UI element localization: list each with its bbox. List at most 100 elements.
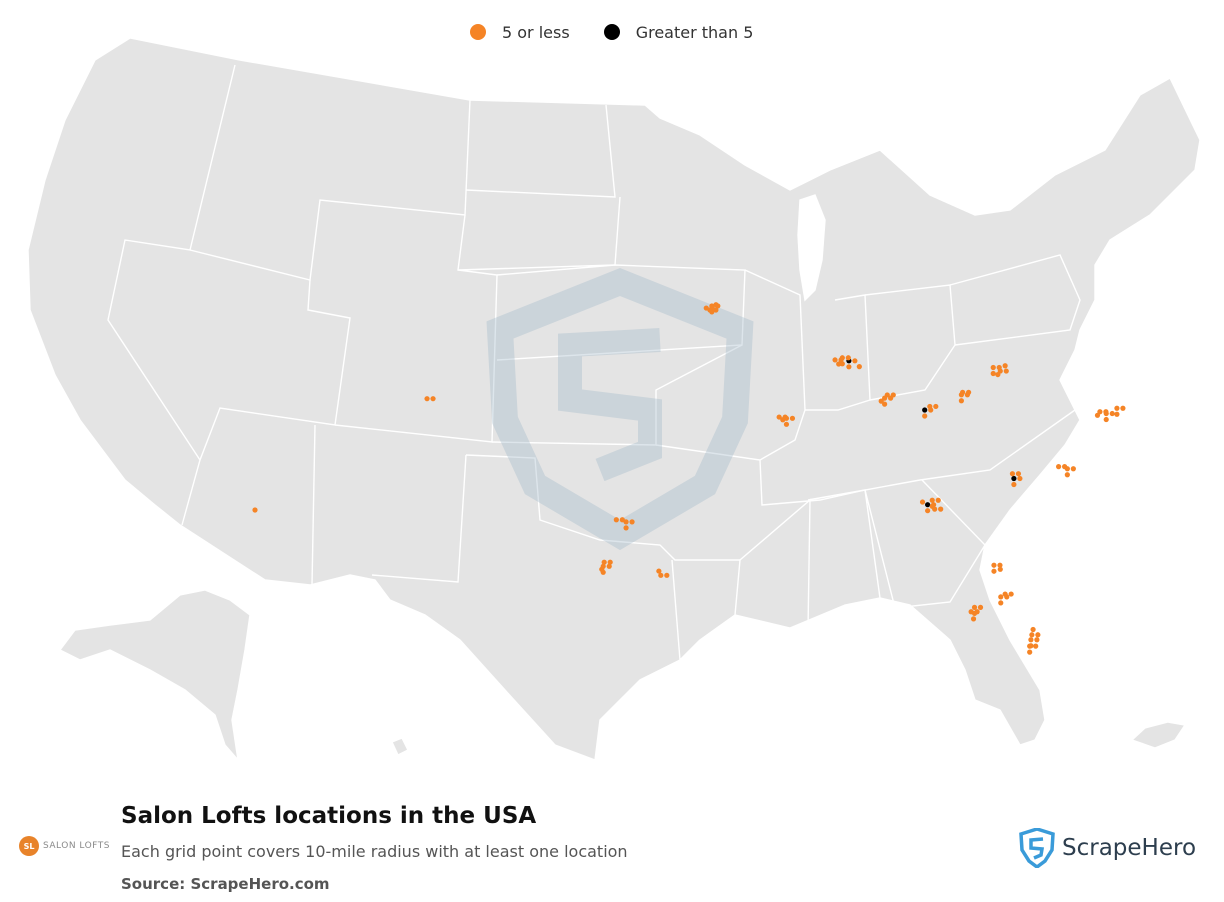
location-point [780,417,786,423]
location-point [922,413,928,419]
contiguous-us-shape [27,37,1201,761]
location-point [998,594,1004,600]
map-title: Salon Lofts locations in the USA [121,803,537,829]
scrapehero-shield-icon [1019,828,1055,868]
location-point [789,415,796,421]
location-point [852,358,858,364]
location-point [878,398,884,404]
hawaii-island [391,737,409,756]
location-point [832,357,838,363]
legend-item-greater-than-5: Greater than 5 [603,22,754,42]
location-point [856,364,862,370]
location-point [1027,643,1033,649]
legend-label: Greater than 5 [635,22,754,42]
location-point [929,497,935,503]
scrapehero-watermark-icon [486,267,754,551]
location-point [927,403,933,410]
black-dot-icon [603,24,620,40]
salon-lofts-logo-text: SALON LOFTS [43,841,110,851]
location-point [960,389,966,395]
location-point [995,371,1001,378]
location-point [998,600,1004,606]
location-point [619,517,625,523]
location-point [971,604,978,610]
location-point [991,568,997,574]
location-point [938,506,944,512]
location-point [1062,464,1068,470]
location-point [1029,632,1035,638]
location-point [882,401,888,407]
location-point [1033,643,1039,649]
location-point [925,508,931,514]
legend-item-5-or-less: 5 or less [470,23,570,42]
location-point [1056,464,1062,470]
location-point [970,616,977,622]
orange-dot-icon [470,24,486,40]
location-point [997,562,1003,568]
location-point [1027,649,1033,655]
scrapehero-wordmark: ScrapeHero [1062,835,1197,861]
location-point-large [922,407,928,413]
location-point [707,307,713,313]
location-point [836,361,842,367]
location-point-large [925,502,931,508]
location-point [846,364,852,370]
location-points [252,302,1126,655]
location-point [658,572,664,578]
location-point [1064,472,1070,478]
location-point [1120,405,1126,411]
legend: 5 or less Greater than 5 [470,20,787,44]
location-point [968,609,974,615]
location-point [713,302,719,308]
location-point [1003,368,1009,374]
location-point [932,506,938,512]
location-point [606,563,612,569]
location-point [997,566,1003,572]
location-point [977,604,984,610]
location-point [990,370,996,377]
location-point [1009,471,1016,477]
salon-lofts-logo: SL SALON LOFTS [19,836,110,856]
hawaii-shape [1130,721,1187,749]
location-point [424,396,430,402]
location-point [974,609,980,615]
location-point [1002,363,1008,369]
location-point [935,497,941,503]
location-point [1114,405,1120,411]
scrapehero-logo: ScrapeHero [1018,828,1196,868]
location-point [713,307,719,313]
location-point [933,403,939,410]
location-point [990,364,996,371]
location-point [1035,632,1041,638]
location-point [838,357,844,363]
location-point [252,507,258,513]
location-point [845,355,851,361]
location-point [1094,412,1101,418]
location-point [430,396,436,402]
location-point [966,389,972,395]
location-point [656,568,662,574]
alaska-shape [58,589,251,763]
location-point [958,398,965,404]
location-point [890,392,896,398]
lake-michigan [797,194,826,302]
location-point [601,559,607,565]
location-point [1114,411,1120,417]
location-point [1011,481,1017,488]
location-point [1103,416,1109,423]
location-point [1028,637,1034,643]
location-point [1002,591,1008,597]
location-point [613,517,619,523]
land-layer [27,37,1201,763]
location-point [1109,410,1115,417]
location-point [991,562,997,568]
location-point [1034,637,1040,643]
location-point [1103,409,1109,415]
map-subtitle: Each grid point covers 10-mile radius wi… [121,842,628,861]
location-point [1017,475,1023,482]
source-credit: Source: ScrapeHero.com [121,875,330,893]
location-point [1030,626,1036,633]
location-point-large [1011,475,1017,482]
legend-label: 5 or less [502,22,570,42]
salon-lofts-logo-icon: SL [19,836,39,856]
